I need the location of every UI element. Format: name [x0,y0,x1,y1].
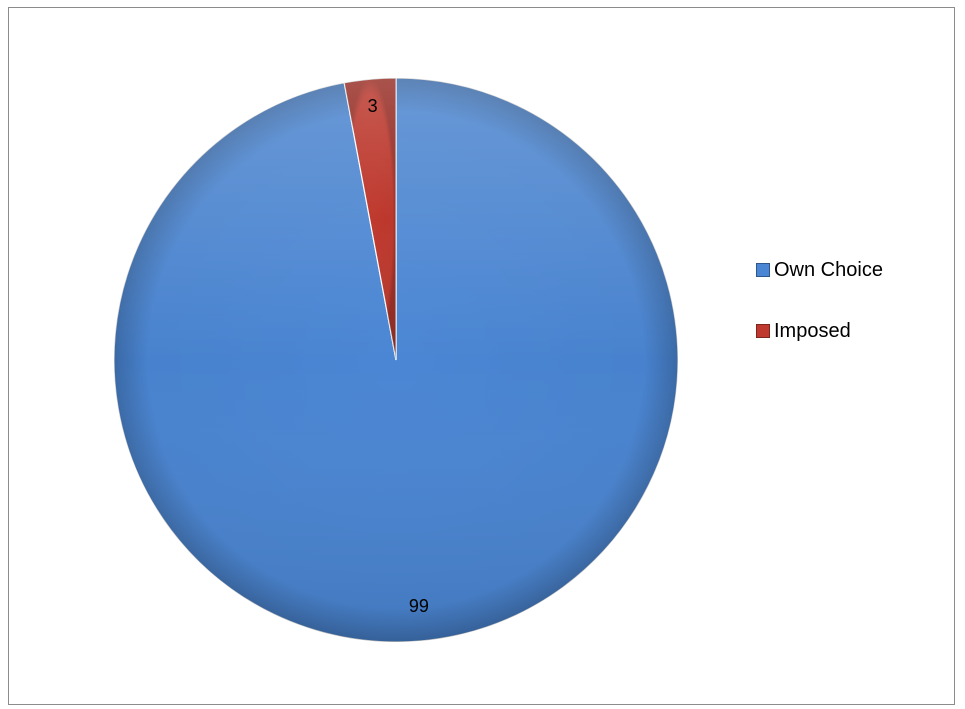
legend-swatch-own-choice [756,263,770,277]
legend-label-own-choice: Own Choice [774,258,883,281]
legend-item-own-choice[interactable]: Own Choice [756,258,883,282]
pie-chart: 99 3 [113,77,679,643]
data-label-own-choice: 99 [409,596,429,616]
legend-label-imposed: Imposed [774,319,851,342]
chart-area: 99 3 Own Choice Imposed [8,7,955,705]
data-label-imposed: 3 [368,96,378,116]
legend: Own Choice Imposed [756,258,883,380]
legend-item-imposed[interactable]: Imposed [756,319,883,343]
pie-slice-gloss-imposed [344,78,396,360]
legend-swatch-imposed [756,324,770,338]
